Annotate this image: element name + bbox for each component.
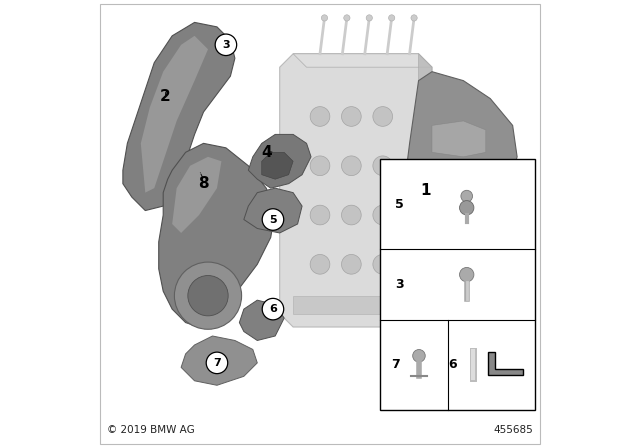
Circle shape	[262, 298, 284, 320]
Text: © 2019 BMW AG: © 2019 BMW AG	[107, 426, 195, 435]
Polygon shape	[432, 175, 486, 211]
Text: 6: 6	[269, 304, 277, 314]
Text: 3: 3	[395, 278, 403, 291]
Circle shape	[342, 205, 361, 225]
Polygon shape	[432, 121, 486, 157]
Polygon shape	[239, 300, 284, 340]
Circle shape	[373, 107, 392, 126]
Text: 1: 1	[420, 183, 431, 198]
Text: 7: 7	[213, 358, 221, 368]
Polygon shape	[123, 22, 235, 211]
Text: 4: 4	[261, 145, 271, 160]
Circle shape	[206, 352, 228, 374]
Circle shape	[373, 205, 392, 225]
Polygon shape	[432, 224, 486, 260]
Circle shape	[310, 156, 330, 176]
Circle shape	[344, 15, 350, 21]
Polygon shape	[181, 336, 257, 385]
Circle shape	[262, 209, 284, 230]
Text: 2: 2	[160, 89, 171, 104]
Circle shape	[342, 107, 361, 126]
Text: 6: 6	[449, 358, 458, 371]
Bar	[293, 296, 419, 314]
Polygon shape	[293, 54, 432, 67]
Text: 5: 5	[269, 215, 276, 224]
Polygon shape	[488, 352, 523, 375]
Circle shape	[388, 15, 395, 21]
Circle shape	[310, 254, 330, 274]
Circle shape	[188, 276, 228, 316]
Circle shape	[373, 156, 392, 176]
Polygon shape	[244, 188, 302, 233]
Polygon shape	[159, 143, 275, 327]
Circle shape	[310, 205, 330, 225]
Circle shape	[413, 349, 425, 362]
Circle shape	[174, 262, 241, 329]
Circle shape	[342, 254, 361, 274]
Text: 3: 3	[222, 40, 230, 50]
Polygon shape	[141, 36, 208, 193]
Polygon shape	[401, 72, 517, 327]
Text: 5: 5	[395, 198, 403, 211]
Circle shape	[342, 156, 361, 176]
Circle shape	[215, 34, 237, 56]
Circle shape	[310, 107, 330, 126]
Text: 455685: 455685	[493, 426, 532, 435]
Text: 8: 8	[198, 176, 209, 191]
Bar	[380, 159, 535, 410]
Circle shape	[460, 267, 474, 282]
Circle shape	[321, 15, 328, 21]
Circle shape	[366, 15, 372, 21]
Circle shape	[460, 201, 474, 215]
Polygon shape	[280, 54, 432, 327]
Polygon shape	[248, 134, 311, 188]
Polygon shape	[172, 157, 221, 233]
Circle shape	[461, 190, 472, 202]
Circle shape	[411, 15, 417, 21]
Text: 7: 7	[391, 358, 400, 371]
Polygon shape	[262, 152, 293, 179]
Polygon shape	[419, 54, 432, 327]
Circle shape	[373, 254, 392, 274]
